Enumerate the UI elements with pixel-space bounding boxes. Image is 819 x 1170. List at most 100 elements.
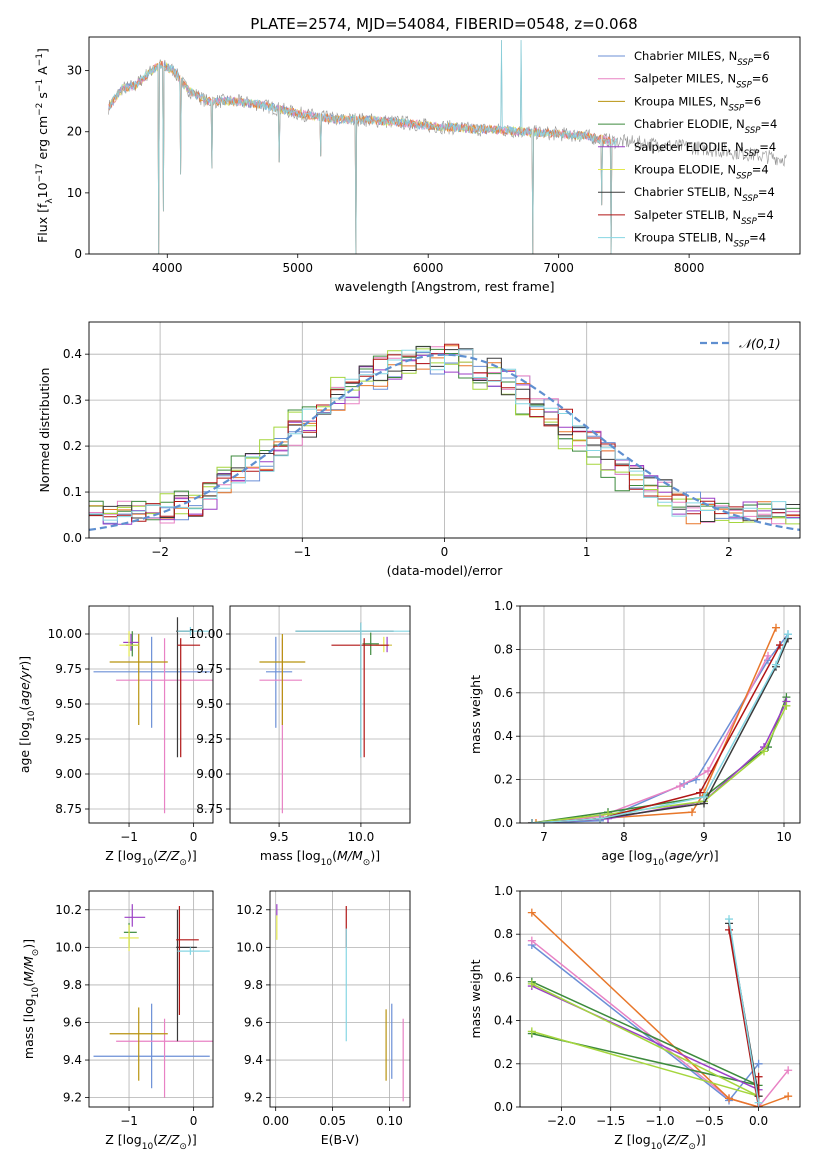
x-tick-label: 0 bbox=[190, 1114, 198, 1128]
panel-mass-vs-EBV: 0.00 0.05 0.10 9.2 9.4 9.6 9.8 10.0 10.2 E(B-V) bbox=[236, 890, 411, 1147]
x-tick-label: 0 bbox=[190, 830, 198, 844]
y-tick-label: 9.6 bbox=[63, 1015, 82, 1029]
data-point bbox=[754, 1059, 763, 1068]
y-tick-label: 0.8 bbox=[494, 642, 513, 656]
spectrum-line bbox=[108, 61, 615, 254]
gaussian-curve bbox=[89, 353, 800, 531]
y-tick-label: 9.75 bbox=[55, 662, 82, 676]
data-point bbox=[772, 623, 780, 632]
plot-area bbox=[93, 904, 213, 1098]
x-axis-label: Z [log10(Z/Z⊙)] bbox=[105, 848, 196, 868]
y-tick-label: 10.2 bbox=[55, 903, 82, 917]
grid bbox=[520, 605, 800, 824]
x-tick-label: 0.10 bbox=[376, 1114, 403, 1128]
data-point bbox=[772, 660, 780, 669]
y-tick-label: 8.75 bbox=[55, 802, 82, 816]
data-point bbox=[527, 908, 536, 917]
x-tick-label: 2 bbox=[725, 545, 733, 559]
series-line bbox=[531, 912, 789, 1107]
data-point bbox=[725, 1094, 734, 1103]
y-tick-label: 9.4 bbox=[63, 1053, 82, 1067]
spectrum-line bbox=[108, 61, 616, 254]
y-axis-label: Normed distribution bbox=[37, 368, 52, 493]
data-point bbox=[776, 641, 784, 650]
x-tick-label: −2.0 bbox=[547, 1114, 576, 1128]
y-tick-label: 9.2 bbox=[244, 1091, 263, 1105]
legend-entry: Chabrier ELODIE, NSSP=4 bbox=[634, 117, 777, 136]
series-line bbox=[531, 981, 759, 1087]
x-tick-label: 8000 bbox=[674, 261, 705, 275]
y-tick-label: 0.2 bbox=[63, 439, 82, 453]
series-line bbox=[531, 638, 789, 823]
x-tick-label: 9 bbox=[700, 830, 708, 844]
data-point bbox=[782, 701, 791, 710]
y-tick-label: 9.25 bbox=[55, 732, 82, 746]
plot-area bbox=[527, 908, 793, 1107]
legend-entry: 𝒩(0,1) bbox=[739, 336, 781, 351]
data-point bbox=[596, 814, 604, 823]
data-point bbox=[725, 925, 734, 934]
spectrum-legend: Chabrier MILES, NSSP=6 Salpeter MILES, NS… bbox=[598, 49, 777, 250]
y-tick-label: 0.0 bbox=[63, 531, 82, 545]
x-axis-label: (data-model)/error bbox=[387, 563, 504, 578]
data-point bbox=[676, 782, 684, 791]
panel-age-vs-Z: −1 0 8.75 9.00 9.25 9.50 9.75 10.00 Z [log10(Z/Z… bbox=[17, 605, 214, 868]
x-tick-label: −1 bbox=[120, 1114, 138, 1128]
x-tick-label: 10.0 bbox=[348, 830, 375, 844]
y-tick-label: 0.0 bbox=[494, 816, 513, 830]
axes-frame bbox=[269, 890, 411, 1108]
plot-area bbox=[528, 623, 792, 823]
y-tick-label: 9.25 bbox=[196, 732, 223, 746]
legend-entry: Salpeter MILES, NSSP=6 bbox=[634, 72, 769, 91]
panel-age-vs-mass: 9.5 10.0 8.75 9.00 9.25 9.50 9.75 10.00 mass [lo… bbox=[189, 605, 411, 868]
x-axis-label: Z [log10(Z/Z⊙)] bbox=[105, 1132, 196, 1152]
histogram-step bbox=[89, 343, 800, 522]
y-tick-label: 0.0 bbox=[494, 1100, 513, 1114]
histogram-step bbox=[89, 348, 800, 521]
y-tick-label: 0.4 bbox=[494, 1014, 513, 1028]
spectrum-line bbox=[108, 40, 787, 254]
panel-massweight-vs-age: 7 8 9 10 0.0 0.2 0.4 0.6 0.8 1.0 age [log10(age/yr… bbox=[468, 599, 801, 868]
y-axis-label: mass weight bbox=[468, 959, 483, 1038]
plot-area bbox=[93, 617, 213, 814]
y-tick-label: 0 bbox=[74, 247, 82, 261]
series-line bbox=[535, 627, 777, 823]
x-tick-label: 0.05 bbox=[319, 1114, 346, 1128]
panel-spectrum: 4000 5000 6000 7000 8000 0 10 20 30 wavelength [A… bbox=[35, 36, 801, 294]
panel-mass-vs-Z: −1 0 9.2 9.4 9.6 9.8 10.0 10.2 Z [log10(Z/Z⊙)] ma… bbox=[21, 890, 214, 1152]
series-line bbox=[531, 705, 788, 823]
legend-entry: Salpeter STELIB, NSSP=4 bbox=[634, 208, 774, 227]
y-axis-label: mass weight bbox=[468, 675, 483, 754]
plot-area bbox=[89, 343, 800, 531]
series-line bbox=[531, 983, 759, 1097]
axes-frame bbox=[519, 890, 801, 1108]
legend-entry: Chabrier MILES, NSSP=6 bbox=[634, 49, 770, 68]
x-tick-label: 0.00 bbox=[262, 1114, 289, 1128]
legend-entry: Kroupa MILES, NSSP=6 bbox=[634, 94, 761, 113]
data-point bbox=[764, 651, 772, 660]
legend-entry: Chabrier STELIB, NSSP=4 bbox=[634, 185, 775, 204]
x-tick-label: 1 bbox=[583, 545, 591, 559]
data-point bbox=[528, 819, 536, 823]
y-tick-label: 0.1 bbox=[63, 485, 82, 499]
figure-title: PLATE=2574, MJD=54084, FIBERID=0548, z=0… bbox=[250, 15, 637, 33]
y-tick-label: 9.8 bbox=[63, 978, 82, 992]
series-line bbox=[728, 929, 760, 1107]
residuals-legend: 𝒩(0,1) bbox=[700, 336, 781, 351]
panel-massweight-vs-Z: −2.0 −1.5 −1.0 −0.5 0.0 0.0 0.2 0.4 0.6 0.8 1.0 Z [… bbox=[468, 884, 801, 1152]
legend-entry: Kroupa STELIB, NSSP=4 bbox=[634, 231, 766, 250]
x-tick-label: −1 bbox=[293, 545, 311, 559]
x-tick-label: −0.5 bbox=[695, 1114, 724, 1128]
y-tick-label: 10.0 bbox=[55, 940, 82, 954]
panel-residuals: −2 −1 0 1 2 0.0 0.1 0.2 0.3 0.4 (data-model)/error… bbox=[37, 321, 801, 578]
data-point bbox=[688, 808, 696, 817]
x-tick-label: 5000 bbox=[282, 261, 313, 275]
data-point bbox=[784, 630, 792, 639]
x-axis-label: age [log10(age/yr)] bbox=[601, 848, 718, 868]
y-tick-label: 0.6 bbox=[494, 686, 513, 700]
y-tick-label: 0.8 bbox=[494, 927, 513, 941]
axes-frame bbox=[88, 605, 214, 824]
grid bbox=[270, 891, 410, 1107]
y-tick-label: 9.00 bbox=[55, 767, 82, 781]
